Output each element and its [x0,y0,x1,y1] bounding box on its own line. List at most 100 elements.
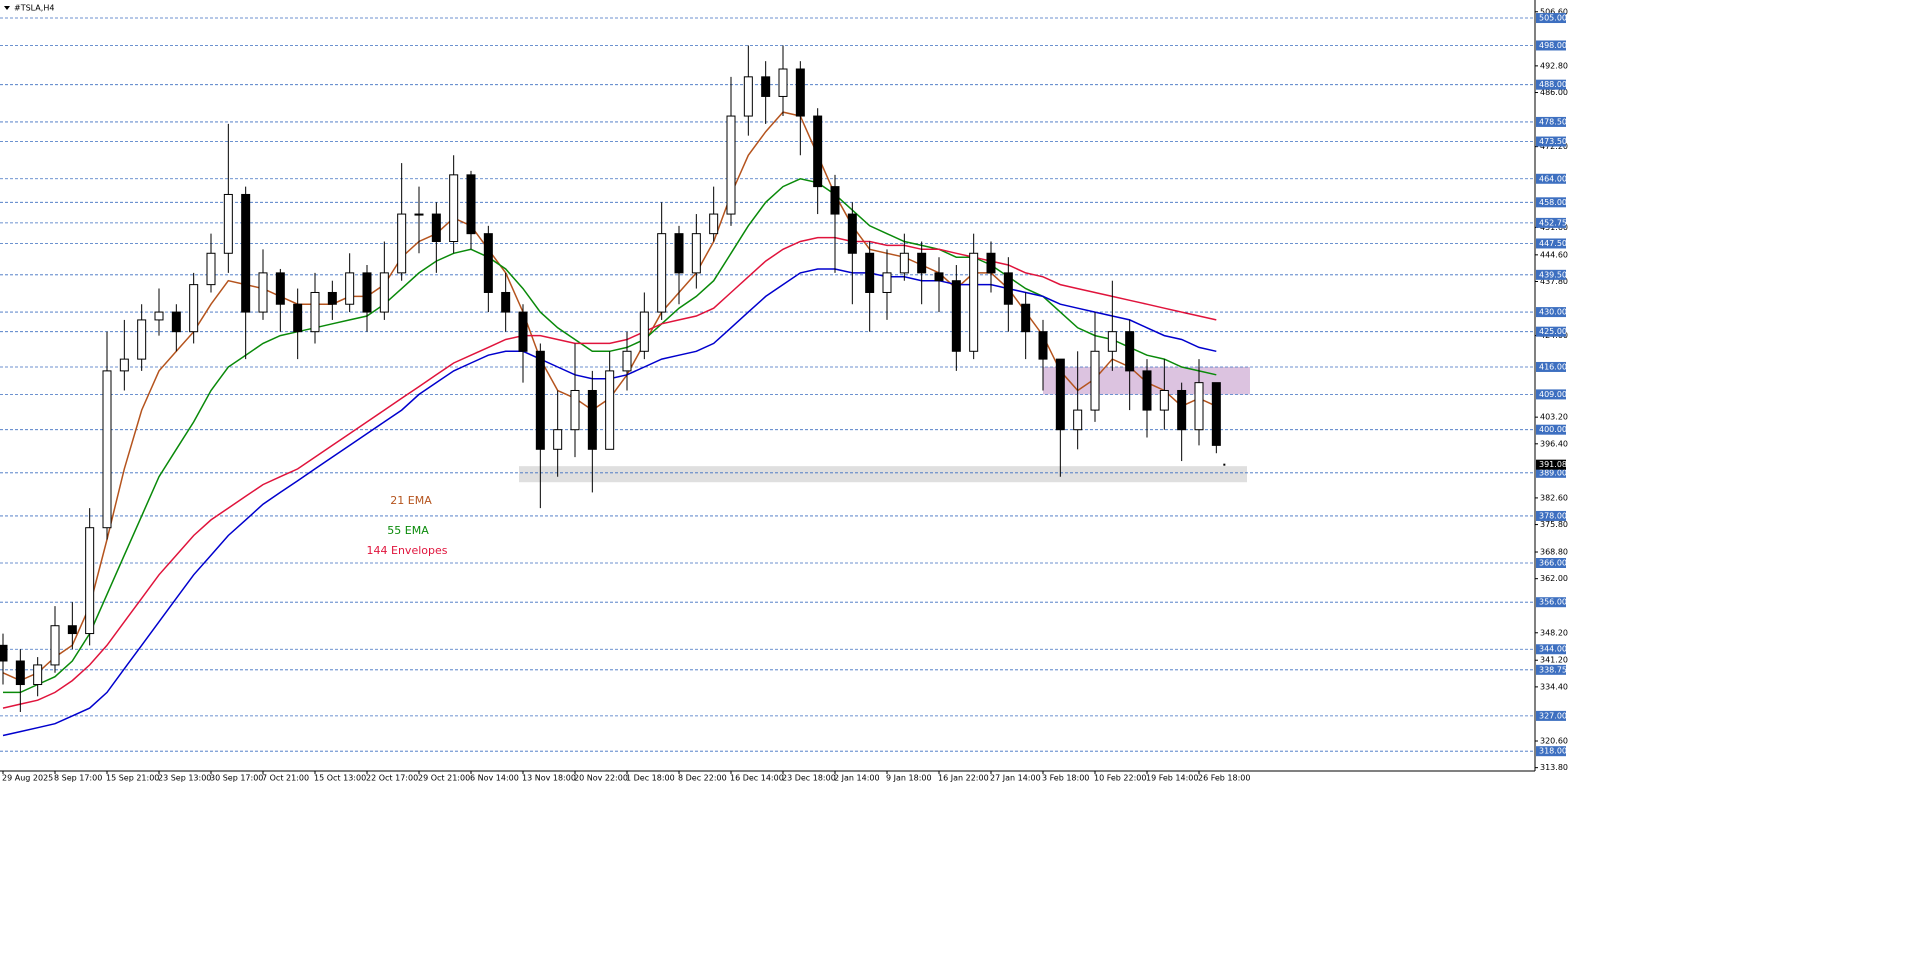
candle-body [154,311,164,321]
candle-body [813,115,823,188]
candle-body [899,252,909,274]
candle-body [951,280,961,352]
y-tick-label: 348.20 [1540,628,1568,637]
candle-body [0,644,8,662]
level-label: 464.00 [1539,174,1567,183]
candle-body [1038,331,1048,360]
candle-body [639,311,649,352]
candle-body [518,311,528,352]
candle-body [969,252,979,352]
level-tag [1536,361,1566,372]
y-tick-label: 368.80 [1540,548,1568,557]
level-label: 338.75 [1539,665,1567,674]
x-tick-label: 19 Feb 14:00 [1146,774,1198,783]
candle-body [275,272,285,305]
level-label: 400.00 [1539,425,1567,434]
candle-body [657,233,667,313]
y-tick-label: 382.60 [1540,493,1568,502]
level-tag [1536,424,1566,435]
candle-body [483,233,493,293]
candle-body [102,370,112,529]
level-tag [1536,326,1566,337]
x-tick-label: 8 Dec 22:00 [678,774,727,783]
candle-body [743,76,753,117]
candle-body [934,272,944,282]
x-tick-label: 15 Oct 13:00 [314,774,366,783]
level-tag [1536,664,1566,675]
candle-body [709,213,719,235]
y-tick-label: 313.80 [1540,763,1568,772]
x-tick-label: 6 Nov 14:00 [470,774,519,783]
level-label: 447.50 [1539,239,1567,248]
level-tag [1536,644,1566,655]
x-tick-label: 29 Aug 2025 [2,774,53,783]
level-tag [1536,510,1566,521]
candle-body [1159,389,1169,411]
level-tag [1536,217,1566,228]
price-label: 391.08 [1539,460,1567,469]
candle-body [830,186,840,215]
candle-body [50,625,60,666]
candle-body [1177,389,1187,431]
candle-body [691,233,701,274]
candle-body [553,429,563,450]
level-label: 389.00 [1539,468,1567,477]
candle-body [327,291,337,305]
candle-body [847,213,857,254]
x-tick-label: 16 Dec 14:00 [730,774,784,783]
level-tag [1536,197,1566,208]
candle-body [917,252,927,274]
candle-body [622,350,632,372]
level-tag [1536,269,1566,280]
candle-body [761,76,771,97]
y-tick-label: 437.80 [1540,277,1568,286]
candle-body [85,527,95,635]
level-tag [1536,136,1566,147]
level-label: 439.50 [1539,270,1567,279]
x-tick-label: 7 Oct 21:00 [262,774,309,783]
candle-body [67,625,77,635]
level-label: 378.00 [1539,511,1567,520]
candle-body [1107,331,1117,352]
candle-body [726,115,736,215]
price-tag [1536,459,1566,470]
level-tag [1536,710,1566,721]
level-tag [1536,13,1566,24]
legend-label: 21 EMA [390,494,432,507]
candle-body [605,370,615,450]
candle-body [1055,358,1065,431]
y-tick-label: 362.00 [1540,574,1568,583]
y-tick-label: 334.40 [1540,682,1568,691]
x-tick-label: 20 Nov 22:00 [574,774,628,783]
candle-body [501,291,511,313]
level-label: 356.00 [1539,598,1567,607]
x-tick-label: 16 Jan 22:00 [938,774,989,783]
candle-body [1194,382,1204,431]
level-label: 344.00 [1539,645,1567,654]
level-label: 425.00 [1539,327,1567,336]
candle-body [414,213,424,216]
y-tick-label: 472.20 [1540,142,1568,151]
candle-body [986,252,996,274]
level-label: 409.00 [1539,390,1567,399]
level-tag [1536,746,1566,757]
candle-body [171,311,181,333]
level-tag [1536,116,1566,127]
x-tick-label: 9 Jan 18:00 [886,774,932,783]
level-label: 488.00 [1539,80,1567,89]
chart-title: #TSLA,H4 [14,4,54,13]
ma-line [2,236,1217,709]
x-tick-label: 1 Dec 18:00 [626,774,675,783]
y-tick-label: 341.20 [1540,656,1568,665]
candle-body [362,272,372,313]
level-tag [1536,307,1566,318]
x-tick-label: 23 Dec 18:00 [782,774,836,783]
x-tick-label: 29 Oct 21:00 [418,774,470,783]
x-tick-label: 27 Jan 14:00 [990,774,1041,783]
candle-body [1125,331,1135,372]
level-label: 505.00 [1539,14,1567,23]
y-tick-label: 506.60 [1540,7,1568,16]
candle-body [795,68,805,117]
price-dot [1223,463,1226,466]
candle-body [570,389,580,431]
